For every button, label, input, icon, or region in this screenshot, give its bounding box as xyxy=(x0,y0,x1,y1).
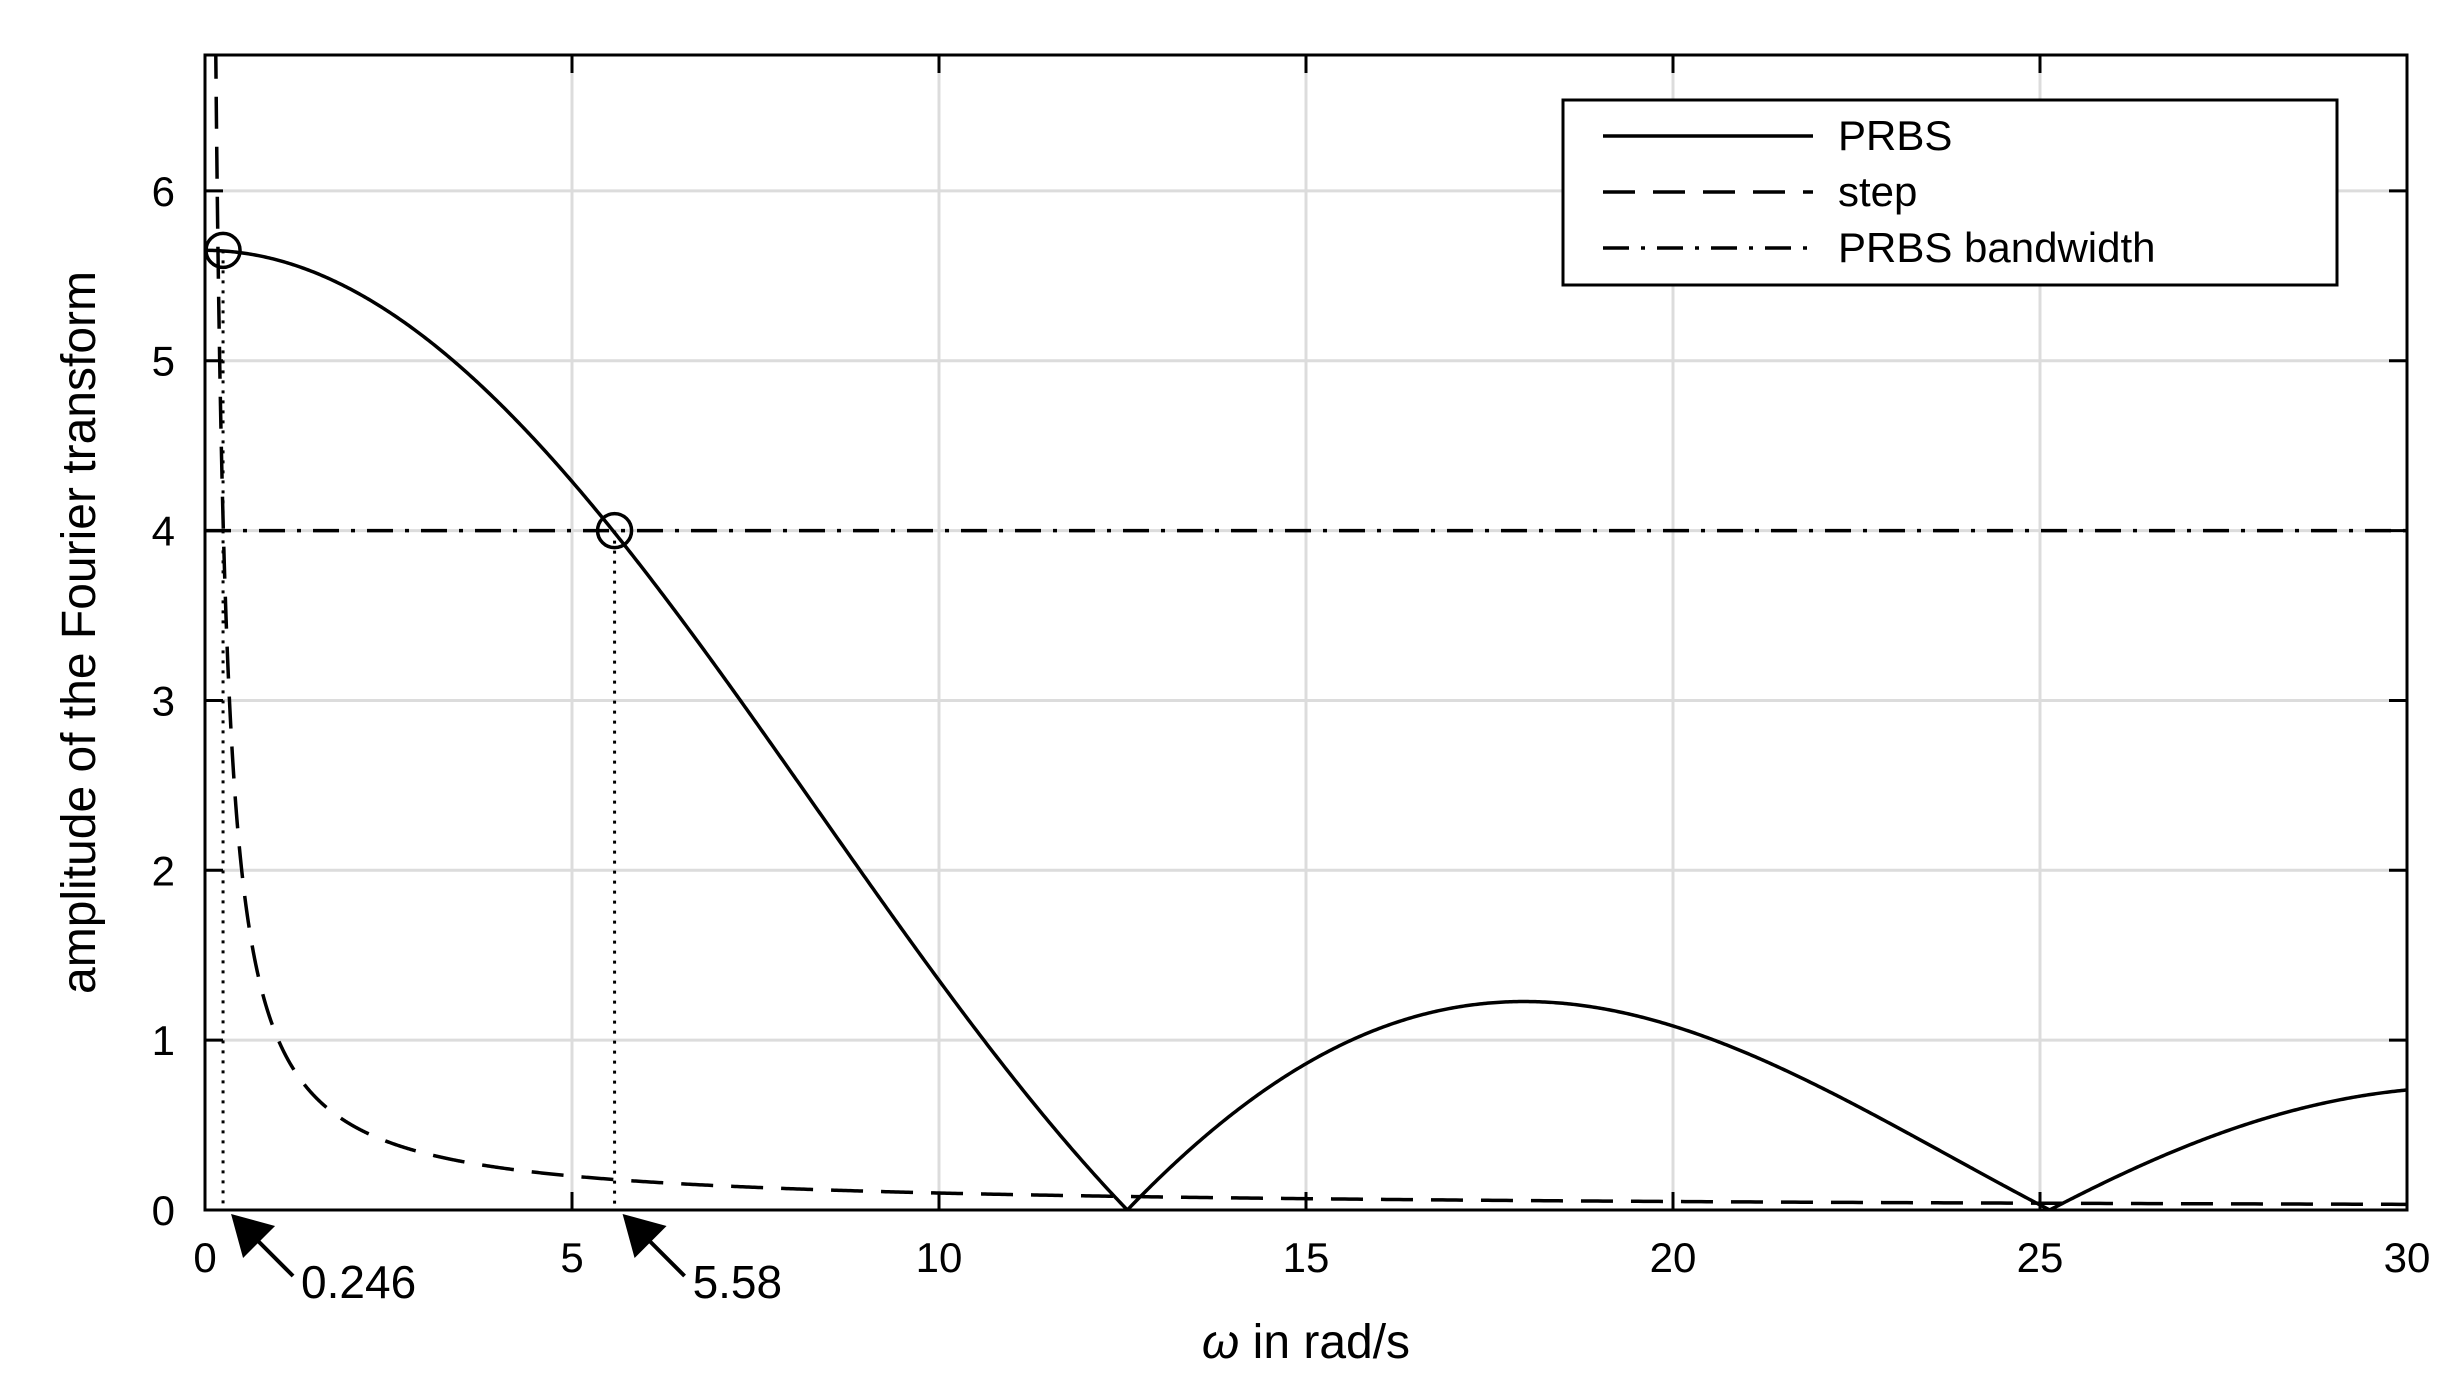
y-tick-label: 4 xyxy=(152,508,175,555)
legend-label: PRBS xyxy=(1838,112,1952,159)
y-tick-label: 3 xyxy=(152,677,175,724)
annotation-arrowhead xyxy=(622,1214,667,1258)
y-tick-label: 2 xyxy=(152,847,175,894)
y-tick-label: 6 xyxy=(152,168,175,215)
series-line-step xyxy=(214,55,2407,1207)
x-tick-label: 30 xyxy=(2384,1234,2431,1281)
legend-label: step xyxy=(1838,168,1917,215)
y-tick-label: 0 xyxy=(152,1187,175,1234)
x-tick-label: 0 xyxy=(193,1234,216,1281)
x-tick-label: 10 xyxy=(916,1234,963,1281)
y-tick-label: 5 xyxy=(152,338,175,385)
x-tick-label: 20 xyxy=(1650,1234,1697,1281)
legend-label: PRBS bandwidth xyxy=(1838,224,2156,271)
legend-box xyxy=(1561,98,2339,287)
annotations: 0.246 5.58 xyxy=(231,1214,782,1308)
x-tick-label: 15 xyxy=(1283,1234,1330,1281)
annotation-value: 5.58 xyxy=(693,1256,783,1308)
annotation-value: 0.246 xyxy=(301,1256,416,1308)
x-tick-label: 5 xyxy=(560,1234,583,1281)
axis-ticks: 0 5 10 15 20 25 30 0 1 2 3 4 5 6 xyxy=(152,55,2431,1281)
y-tick-label: 1 xyxy=(152,1017,175,1064)
annotation-arrowhead xyxy=(231,1214,276,1258)
legend: PRBS step PRBS bandwidth xyxy=(1561,98,2339,287)
x-axis-label: ω in rad/s xyxy=(1202,1316,1410,1369)
circle-marker xyxy=(595,511,634,550)
x-tick-label: 25 xyxy=(2017,1234,2064,1281)
x-axis-symbol: ω xyxy=(1202,1316,1239,1369)
y-axis-label: amplitude of the Fourier transform xyxy=(53,271,106,994)
x-axis-text: in rad/s xyxy=(1239,1316,1410,1369)
